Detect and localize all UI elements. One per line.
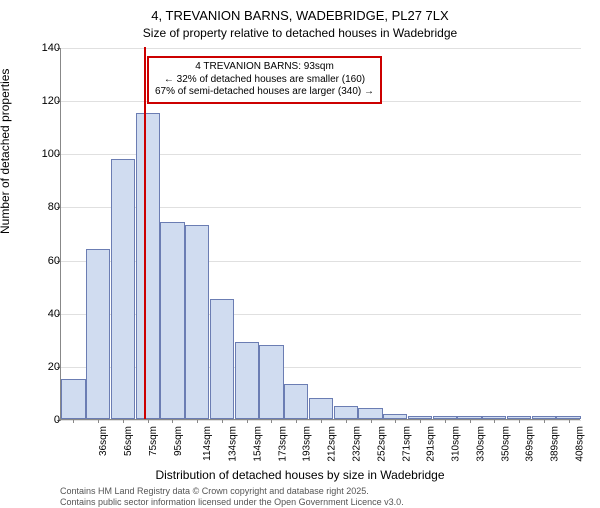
histogram-bar bbox=[86, 249, 110, 419]
xtick-label: 232sqm bbox=[352, 426, 363, 462]
xtick-mark bbox=[445, 419, 446, 423]
histogram-bar bbox=[61, 379, 85, 419]
xtick-label: 173sqm bbox=[277, 426, 288, 462]
histogram-bar bbox=[111, 159, 135, 419]
xtick-label: 330sqm bbox=[475, 426, 486, 462]
footer-line1: Contains HM Land Registry data © Crown c… bbox=[60, 486, 404, 497]
xtick-mark bbox=[172, 419, 173, 423]
histogram-bar bbox=[334, 406, 358, 419]
ytick-label: 140 bbox=[30, 42, 60, 54]
chart-title-line1: 4, TREVANION BARNS, WADEBRIDGE, PL27 7LX bbox=[0, 8, 600, 23]
ytick-label: 60 bbox=[30, 255, 60, 267]
xtick-label: 36sqm bbox=[98, 426, 109, 456]
xtick-label: 154sqm bbox=[253, 426, 264, 462]
histogram-bar bbox=[284, 384, 308, 419]
histogram-bar bbox=[185, 225, 209, 419]
xtick-label: 291sqm bbox=[426, 426, 437, 462]
xtick-label: 350sqm bbox=[500, 426, 511, 462]
ytick-label: 40 bbox=[30, 308, 60, 320]
ytick-label: 0 bbox=[30, 414, 60, 426]
histogram-bar bbox=[160, 222, 184, 419]
histogram-bar bbox=[309, 398, 333, 419]
xtick-label: 389sqm bbox=[550, 426, 561, 462]
xtick-mark bbox=[123, 419, 124, 423]
xtick-mark bbox=[73, 419, 74, 423]
histogram-bar bbox=[136, 113, 160, 419]
xtick-mark bbox=[371, 419, 372, 423]
xtick-mark bbox=[395, 419, 396, 423]
xtick-label: 193sqm bbox=[302, 426, 313, 462]
xtick-mark bbox=[197, 419, 198, 423]
x-axis-label: Distribution of detached houses by size … bbox=[0, 468, 600, 482]
histogram-bar bbox=[235, 342, 259, 419]
chart-title-line2: Size of property relative to detached ho… bbox=[0, 26, 600, 40]
xtick-label: 75sqm bbox=[148, 426, 159, 456]
annotation-line3: 67% of semi-detached houses are larger (… bbox=[155, 86, 374, 99]
xtick-mark bbox=[569, 419, 570, 423]
annotation-box: 4 TREVANION BARNS: 93sqm← 32% of detache… bbox=[147, 56, 382, 104]
xtick-label: 114sqm bbox=[202, 426, 213, 461]
xtick-mark bbox=[321, 419, 322, 423]
ytick-label: 100 bbox=[30, 148, 60, 160]
xtick-mark bbox=[98, 419, 99, 423]
xtick-label: 271sqm bbox=[401, 426, 412, 462]
xtick-label: 95sqm bbox=[173, 426, 184, 456]
footer-line2: Contains public sector information licen… bbox=[60, 497, 404, 508]
histogram-bar bbox=[259, 345, 283, 419]
plot-area: 4 TREVANION BARNS: 93sqm← 32% of detache… bbox=[60, 48, 580, 420]
xtick-mark bbox=[420, 419, 421, 423]
y-axis-label-text: Number of detached properties bbox=[0, 69, 12, 234]
xtick-label: 56sqm bbox=[123, 426, 134, 456]
xtick-label: 310sqm bbox=[451, 426, 462, 462]
xtick-mark bbox=[247, 419, 248, 423]
xtick-label: 408sqm bbox=[574, 426, 585, 462]
xtick-label: 252sqm bbox=[376, 426, 387, 462]
chart-container: 4, TREVANION BARNS, WADEBRIDGE, PL27 7LX… bbox=[0, 0, 600, 500]
xtick-label: 369sqm bbox=[525, 426, 536, 462]
xtick-label: 212sqm bbox=[327, 426, 338, 462]
chart-footer: Contains HM Land Registry data © Crown c… bbox=[60, 486, 404, 508]
annotation-line2: ← 32% of detached houses are smaller (16… bbox=[155, 74, 374, 87]
ytick-label: 20 bbox=[30, 361, 60, 373]
ytick-label: 80 bbox=[30, 201, 60, 213]
gridline bbox=[61, 48, 581, 49]
x-axis-label-text: Distribution of detached houses by size … bbox=[155, 468, 444, 482]
histogram-bar bbox=[358, 408, 382, 419]
y-axis-label: Number of detached properties bbox=[0, 69, 12, 234]
xtick-mark bbox=[519, 419, 520, 423]
xtick-label: 134sqm bbox=[228, 426, 239, 462]
xtick-mark bbox=[222, 419, 223, 423]
histogram-bar bbox=[210, 299, 234, 419]
xtick-mark bbox=[494, 419, 495, 423]
ytick-label: 120 bbox=[30, 95, 60, 107]
xtick-mark bbox=[470, 419, 471, 423]
xtick-mark bbox=[148, 419, 149, 423]
xtick-mark bbox=[544, 419, 545, 423]
xtick-mark bbox=[271, 419, 272, 423]
annotation-line1: 4 TREVANION BARNS: 93sqm bbox=[155, 61, 374, 74]
xtick-mark bbox=[296, 419, 297, 423]
xtick-mark bbox=[346, 419, 347, 423]
